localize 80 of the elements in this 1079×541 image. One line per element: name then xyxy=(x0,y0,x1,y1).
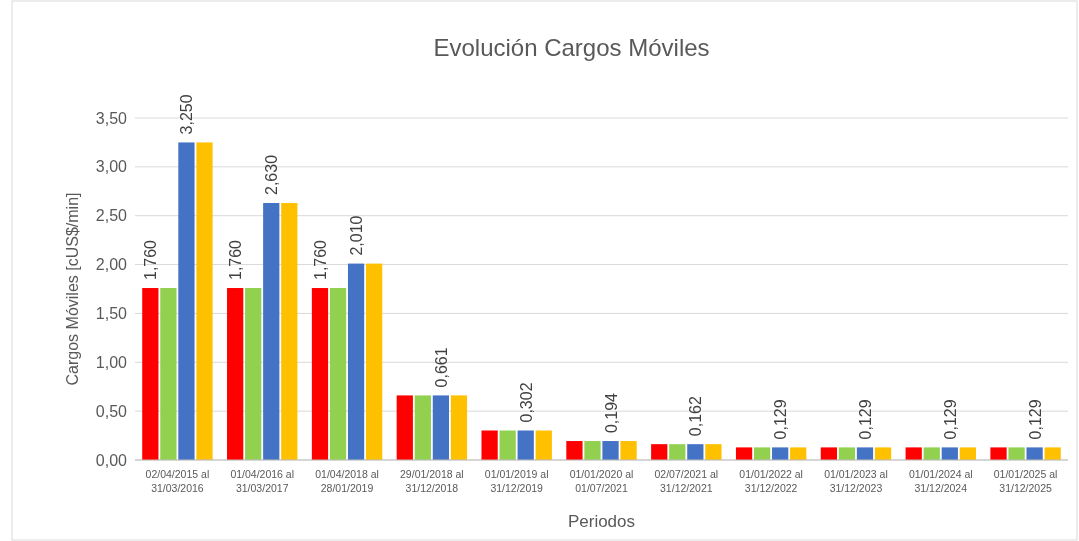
x-axis-title: Periodos xyxy=(567,512,636,531)
data-label: 0,302 xyxy=(517,382,535,423)
chart-title: Evolución Cargos Móviles xyxy=(433,34,710,61)
data-label: 0,129 xyxy=(1026,399,1044,440)
bar xyxy=(1026,447,1043,460)
x-tick-label: 01/01/2020 al 01/07/2021 xyxy=(569,468,634,494)
bar xyxy=(517,430,534,460)
y-tick-label: 3,00 xyxy=(95,158,128,176)
bar xyxy=(753,447,771,460)
data-label: 2,630 xyxy=(263,154,281,196)
bar xyxy=(905,447,922,460)
x-tick-label: 01/01/2019 al 31/12/2019 xyxy=(484,468,549,494)
bar xyxy=(263,203,280,460)
y-tick-label: 1,00 xyxy=(95,353,128,371)
bar xyxy=(820,447,837,460)
y-tick-label: 2,00 xyxy=(95,256,128,274)
bar xyxy=(281,203,298,460)
data-label: 1,760 xyxy=(227,239,245,281)
bar xyxy=(838,447,856,460)
bar xyxy=(705,444,722,460)
y-axis-title: Cargos Móviles [cUS$/min] xyxy=(64,192,81,386)
bar xyxy=(366,263,383,460)
bar xyxy=(990,447,1007,460)
bar xyxy=(620,441,637,460)
bar xyxy=(535,430,552,460)
bar xyxy=(178,142,195,460)
x-tick-label: 29/01/2018 al 31/12/2018 xyxy=(400,468,464,494)
x-tick-label: 01/01/2024 al 31/12/2024 xyxy=(908,468,973,494)
bar xyxy=(432,395,450,460)
x-tick-label: 01/01/2025 al 31/12/2025 xyxy=(993,468,1058,494)
data-label: 0,661 xyxy=(432,347,450,388)
data-label: 0,162 xyxy=(687,396,705,437)
x-tick-label: 02/07/2021 al 31/12/2021 xyxy=(654,468,719,494)
bar xyxy=(772,447,789,460)
bar xyxy=(874,447,892,460)
data-label: 0,194 xyxy=(602,392,620,434)
bar xyxy=(651,444,668,460)
bar xyxy=(196,142,213,460)
data-label: 1,760 xyxy=(311,239,329,281)
y-tick-label: 0,50 xyxy=(95,402,128,420)
x-tick-label: 02/04/2015 al 31/03/2016 xyxy=(145,468,210,494)
bar xyxy=(856,447,874,460)
bar xyxy=(687,444,704,460)
bar xyxy=(396,395,413,460)
bar xyxy=(414,395,431,460)
bar xyxy=(959,447,976,460)
y-tick-label: 3,50 xyxy=(95,109,128,127)
data-label: 1,760 xyxy=(142,239,160,281)
bar xyxy=(923,447,940,460)
bar xyxy=(1008,447,1025,460)
bar xyxy=(142,288,159,460)
data-label: 0,129 xyxy=(856,399,874,440)
bar xyxy=(311,288,329,460)
bar xyxy=(566,441,583,460)
data-label: 0,129 xyxy=(941,399,959,440)
data-label: 2,010 xyxy=(348,215,366,256)
x-tick-label: 01/04/2016 al 31/03/2017 xyxy=(230,468,295,494)
x-tick-label: 01/01/2022 al 31/12/2022 xyxy=(739,468,803,494)
x-tick-label: 01/04/2018 al 28/01/2019 xyxy=(315,468,379,494)
bar xyxy=(245,288,262,460)
bar xyxy=(602,441,619,460)
bar xyxy=(790,447,807,460)
bar xyxy=(450,395,468,460)
bar xyxy=(160,288,177,460)
y-tick-label: 2,50 xyxy=(95,207,128,225)
bar xyxy=(941,447,958,460)
y-tick-label: 0,00 xyxy=(95,451,128,469)
y-tick-label: 1,50 xyxy=(95,305,128,323)
bar xyxy=(735,447,753,460)
bar xyxy=(329,288,347,460)
data-label: 0,129 xyxy=(772,399,790,440)
bar xyxy=(1044,447,1061,460)
bar xyxy=(347,263,365,460)
bar xyxy=(227,288,244,460)
bar xyxy=(499,430,516,460)
x-tick-label: 01/01/2023 al 31/12/2023 xyxy=(824,468,888,494)
bar xyxy=(584,441,601,460)
bar xyxy=(669,444,686,460)
data-label: 3,250 xyxy=(178,94,196,135)
bar xyxy=(481,430,498,460)
